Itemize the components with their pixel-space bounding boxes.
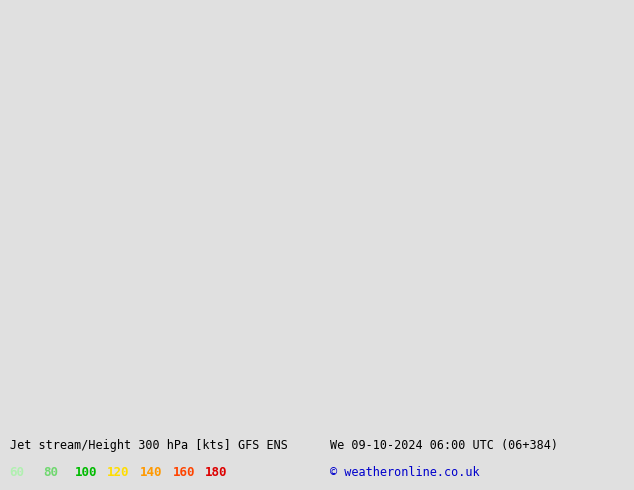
Text: Jet stream/Height 300 hPa [kts] GFS ENS: Jet stream/Height 300 hPa [kts] GFS ENS [10,439,287,452]
Text: 60: 60 [10,466,25,480]
Text: 100: 100 [75,466,97,480]
Text: 160: 160 [172,466,195,480]
Text: © weatheronline.co.uk: © weatheronline.co.uk [330,466,479,480]
Text: 80: 80 [43,466,58,480]
Text: We 09-10-2024 06:00 UTC (06+384): We 09-10-2024 06:00 UTC (06+384) [330,439,558,452]
Text: 180: 180 [205,466,227,480]
Text: 140: 140 [139,466,162,480]
Text: 120: 120 [107,466,129,480]
